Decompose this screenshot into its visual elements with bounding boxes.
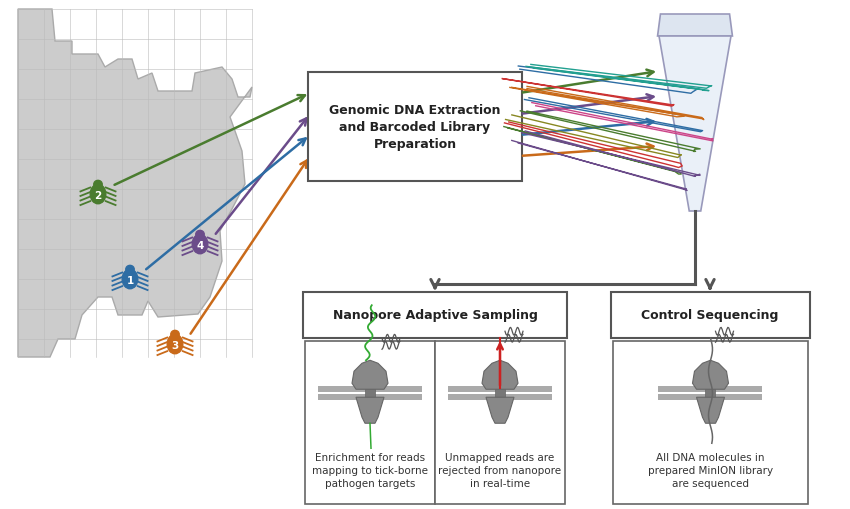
Ellipse shape [122,270,138,289]
FancyBboxPatch shape [448,394,552,401]
Polygon shape [482,360,518,389]
Ellipse shape [171,331,179,338]
Text: Control Sequencing: Control Sequencing [641,309,779,322]
FancyBboxPatch shape [318,394,422,401]
FancyBboxPatch shape [303,293,567,338]
Text: 2: 2 [94,191,102,201]
Text: Nanopore Adaptive Sampling: Nanopore Adaptive Sampling [332,309,537,322]
FancyBboxPatch shape [659,386,762,392]
FancyBboxPatch shape [318,386,422,392]
Ellipse shape [94,181,102,189]
FancyBboxPatch shape [613,342,808,504]
FancyBboxPatch shape [435,342,565,504]
Polygon shape [486,398,514,423]
Text: 3: 3 [172,341,178,351]
Polygon shape [693,360,728,389]
Text: Genomic DNA Extraction
and Barcoded Library
Preparation: Genomic DNA Extraction and Barcoded Libr… [329,104,501,151]
Polygon shape [352,360,388,389]
Ellipse shape [90,185,105,204]
FancyBboxPatch shape [305,342,435,504]
FancyBboxPatch shape [611,293,810,338]
FancyBboxPatch shape [495,389,505,417]
Ellipse shape [192,235,207,254]
Ellipse shape [196,231,204,239]
FancyBboxPatch shape [659,394,762,401]
FancyBboxPatch shape [448,386,552,392]
FancyBboxPatch shape [365,389,375,417]
Polygon shape [659,37,731,212]
Text: All DNA molecules in
prepared MinION library
are sequenced: All DNA molecules in prepared MinION lib… [648,452,773,488]
Polygon shape [356,398,384,423]
Text: 1: 1 [127,276,133,286]
Polygon shape [18,10,252,357]
Text: Unmapped reads are
rejected from nanopore
in real-time: Unmapped reads are rejected from nanopor… [439,452,562,488]
Text: Enrichment for reads
mapping to tick-borne
pathogen targets: Enrichment for reads mapping to tick-bor… [312,452,428,488]
FancyBboxPatch shape [706,389,716,417]
Ellipse shape [167,334,183,354]
Polygon shape [658,15,733,37]
Ellipse shape [126,266,134,274]
Polygon shape [696,398,724,423]
Text: 4: 4 [196,241,204,251]
FancyBboxPatch shape [308,73,522,182]
